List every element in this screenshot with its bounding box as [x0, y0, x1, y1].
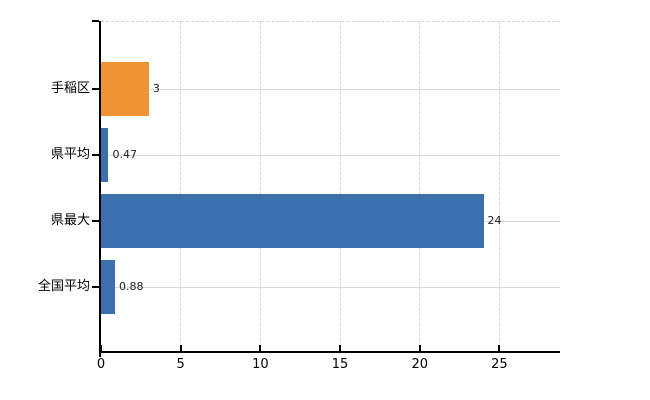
x-tick-label: 10 [252, 357, 269, 372]
category-gridline [101, 286, 560, 288]
y-axis-tick [92, 88, 99, 90]
vertical-gridline [339, 21, 341, 351]
x-axis-tick [498, 345, 501, 351]
vertical-gridline [180, 21, 182, 351]
bar-value-label: 3 [152, 82, 160, 95]
x-axis-tick [100, 345, 102, 351]
vertical-gridline [419, 21, 421, 351]
x-axis-line [99, 351, 560, 353]
x-tick-label: 0 [96, 357, 106, 372]
top-gridline [101, 21, 560, 22]
category-label: 県最大 [50, 213, 90, 228]
bar-県平均 [101, 128, 109, 182]
bar-手稲区 [101, 62, 149, 116]
bar-県最大 [101, 194, 484, 248]
bar-全国平均 [101, 260, 116, 314]
x-tick-label: 5 [176, 357, 185, 372]
bar-value-label: 24 [487, 214, 502, 227]
plot-area: 3 0.47 24 0.88 [100, 21, 560, 351]
category-label: 県平均 [50, 147, 90, 162]
category-label: 全国平均 [37, 279, 90, 294]
category-label: 手稲区 [50, 81, 90, 96]
vertical-gridline [259, 21, 261, 351]
x-axis-tick [418, 345, 421, 351]
x-tick-label: 20 [411, 357, 429, 372]
x-axis-tick [259, 345, 262, 351]
y-axis-line [99, 21, 101, 357]
y-axis-tick [92, 286, 99, 288]
x-axis-tick [179, 345, 182, 351]
y-axis-tick [92, 220, 99, 222]
category-gridline [101, 88, 560, 90]
x-tick-label: 15 [331, 357, 349, 372]
y-axis-top-tick [92, 20, 99, 22]
bar-value-label: 0.88 [119, 280, 144, 293]
bar-value-label: 0.47 [112, 148, 137, 161]
x-axis-tick [339, 345, 342, 351]
x-tick-label: 25 [491, 357, 508, 372]
category-gridline [101, 154, 560, 156]
vertical-gridline [498, 21, 500, 351]
y-axis-tick [92, 154, 99, 156]
